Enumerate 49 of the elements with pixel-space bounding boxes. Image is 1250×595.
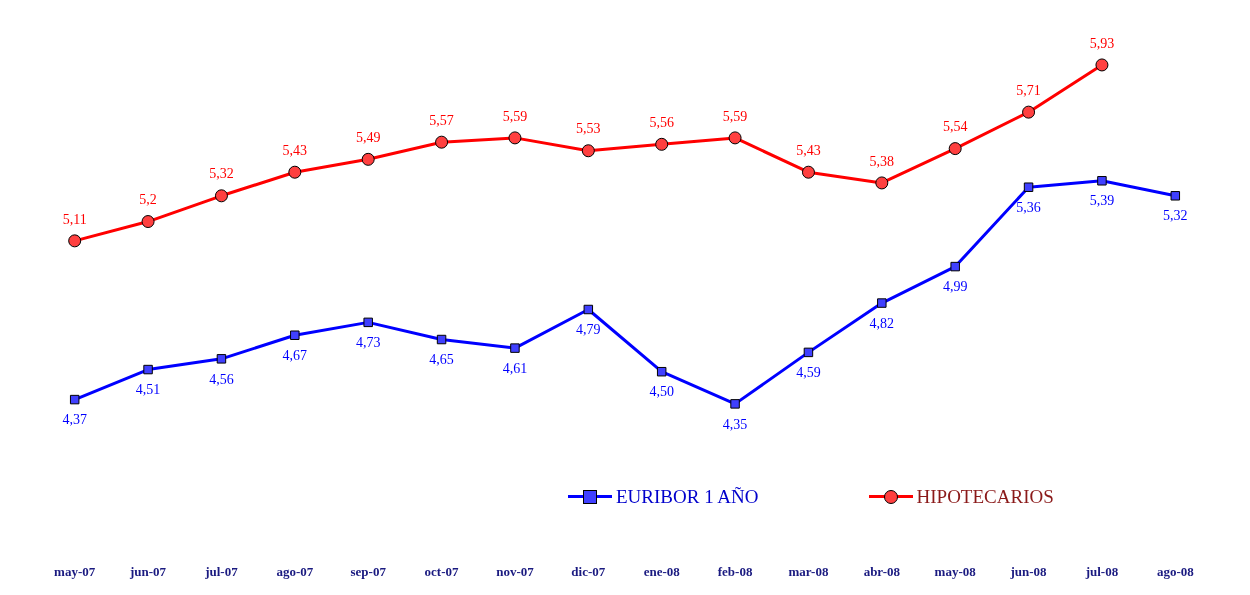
- x-tick-label: feb-08: [717, 563, 753, 579]
- x-tick-label: sep-07: [350, 563, 387, 579]
- x-tick-label: abr-08: [863, 563, 901, 579]
- x-tick-label: ago-07: [276, 563, 314, 579]
- x-tick-label: jul-07: [204, 563, 239, 579]
- data-label: 5,43: [282, 142, 308, 158]
- x-tick-label: ene-08: [643, 563, 681, 579]
- x-tick-label: oct-07: [424, 563, 460, 579]
- data-label: 5,53: [576, 121, 601, 137]
- data-label: 5,43: [796, 142, 821, 158]
- data-label: 5,2: [139, 192, 157, 208]
- data-label: 5,93: [1089, 35, 1115, 51]
- data-label: 5,38: [869, 153, 895, 169]
- x-tick-label: mar-08: [788, 563, 829, 579]
- x-tick-label: jun-08: [1009, 563, 1048, 579]
- data-label: 4,50: [649, 384, 674, 400]
- data-label: 5,32: [209, 166, 234, 182]
- x-tick-label: nov-07: [496, 563, 535, 579]
- data-label: 5,49: [355, 130, 381, 146]
- legend-label: HIPOTECARIOS: [916, 486, 1054, 508]
- x-tick-label: jun-07: [129, 563, 167, 579]
- data-label: 5,36: [1016, 199, 1041, 215]
- x-tick-label: jul-08: [1084, 563, 1119, 579]
- data-label: 4,59: [796, 365, 821, 381]
- data-label: 4,99: [942, 279, 968, 295]
- data-label: 4,56: [209, 371, 234, 387]
- data-label: 4,61: [502, 360, 528, 376]
- data-label: 4,35: [722, 416, 748, 432]
- x-tick-label: ago-08: [1156, 563, 1195, 579]
- x-tick-label: dic-07: [571, 563, 606, 579]
- data-label: 5,54: [942, 119, 968, 135]
- data-label: 5,57: [429, 112, 454, 128]
- data-label: 5,32: [1163, 208, 1188, 224]
- legend-label: EURIBOR 1 AÑO: [616, 486, 759, 508]
- data-label: 4,37: [62, 412, 87, 428]
- data-label: 4,79: [576, 322, 601, 338]
- data-label: 5,11: [62, 211, 87, 227]
- data-label: 4,65: [429, 352, 454, 368]
- data-label: 5,59: [722, 108, 748, 124]
- data-label: 4,67: [282, 347, 308, 363]
- data-label: 4,82: [869, 315, 895, 331]
- data-label: 5,59: [502, 108, 528, 124]
- data-label: 5,71: [1016, 82, 1041, 98]
- x-tick-label: may-07: [54, 563, 96, 579]
- data-label: 5,56: [649, 114, 674, 130]
- x-tick-label: may-08: [934, 563, 977, 579]
- data-label: 5,39: [1089, 193, 1115, 209]
- data-label: 4,51: [135, 382, 161, 398]
- data-label: 4,73: [355, 335, 381, 351]
